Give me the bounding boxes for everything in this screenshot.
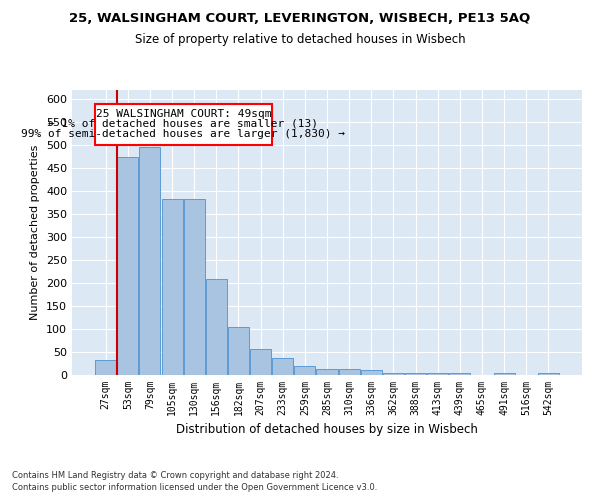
Bar: [228, 327, 249, 375]
Bar: [316, 369, 338, 375]
Text: Size of property relative to detached houses in Wisbech: Size of property relative to detached ho…: [134, 32, 466, 46]
Bar: [250, 349, 271, 375]
Bar: [361, 370, 382, 375]
Y-axis label: Number of detached properties: Number of detached properties: [31, 145, 40, 320]
Bar: [338, 370, 359, 375]
Bar: [95, 360, 116, 375]
Text: 99% of semi-detached houses are larger (1,830) →: 99% of semi-detached houses are larger (…: [22, 128, 346, 138]
Bar: [118, 156, 139, 375]
Bar: [449, 372, 470, 375]
X-axis label: Distribution of detached houses by size in Wisbech: Distribution of detached houses by size …: [176, 424, 478, 436]
Text: 25 WALSINGHAM COURT: 49sqm: 25 WALSINGHAM COURT: 49sqm: [95, 110, 271, 120]
Bar: [538, 372, 559, 375]
Bar: [383, 373, 404, 375]
Text: 25, WALSINGHAM COURT, LEVERINGTON, WISBECH, PE13 5AQ: 25, WALSINGHAM COURT, LEVERINGTON, WISBE…: [70, 12, 530, 26]
Bar: [295, 366, 316, 375]
Bar: [405, 372, 426, 375]
Bar: [161, 199, 182, 375]
Bar: [427, 372, 448, 375]
Bar: [139, 148, 160, 375]
Bar: [184, 199, 205, 375]
Bar: [206, 280, 227, 375]
Text: Contains HM Land Registry data © Crown copyright and database right 2024.: Contains HM Land Registry data © Crown c…: [12, 471, 338, 480]
Bar: [272, 358, 293, 375]
Bar: [494, 372, 515, 375]
Text: ← 1% of detached houses are smaller (13): ← 1% of detached houses are smaller (13): [49, 119, 319, 129]
FancyBboxPatch shape: [95, 104, 272, 145]
Text: Contains public sector information licensed under the Open Government Licence v3: Contains public sector information licen…: [12, 484, 377, 492]
